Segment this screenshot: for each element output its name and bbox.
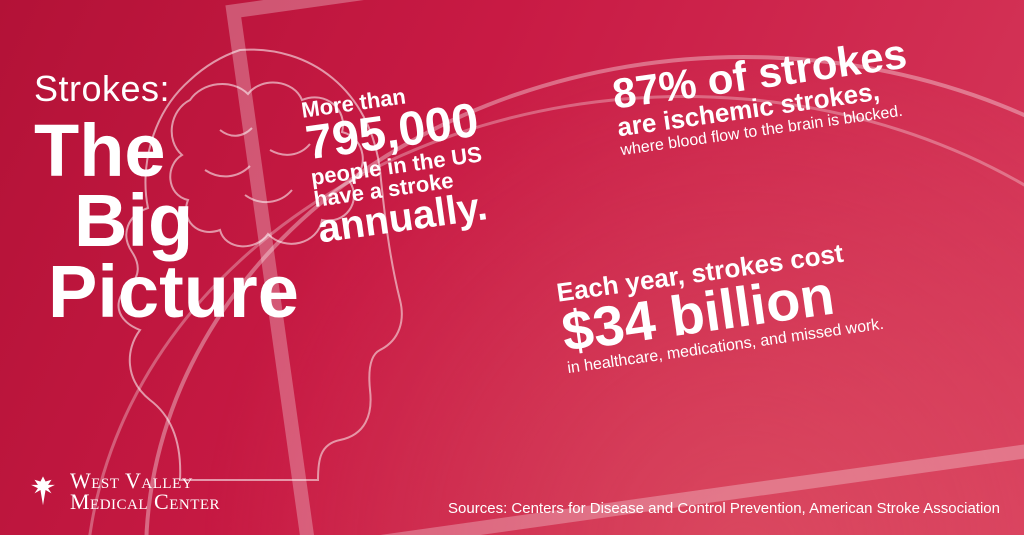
logo-line-2: Medical Center bbox=[70, 492, 220, 513]
title-line-2: Big bbox=[74, 186, 299, 256]
logo: West Valley Medical Center bbox=[26, 471, 220, 513]
sources-text: Sources: Centers for Disease and Control… bbox=[448, 500, 1000, 517]
logo-text: West Valley Medical Center bbox=[70, 471, 220, 513]
caduceus-icon bbox=[26, 473, 60, 512]
title-prefix: Strokes: bbox=[34, 68, 299, 110]
title-block: Strokes: The Big Picture bbox=[34, 68, 299, 327]
stat-cost: Each year, strokes cost $34 billion in h… bbox=[555, 219, 1005, 379]
stat-ischemic-percent: 87% of strokes are ischemic strokes, whe… bbox=[610, 19, 1018, 160]
infographic-canvas: Strokes: The Big Picture More than 795,0… bbox=[0, 0, 1024, 535]
stat-annual-strokes: More than 795,000 people in the US have … bbox=[300, 64, 578, 248]
title-line-3: Picture bbox=[48, 257, 299, 327]
title-main: The Big Picture bbox=[34, 116, 299, 327]
